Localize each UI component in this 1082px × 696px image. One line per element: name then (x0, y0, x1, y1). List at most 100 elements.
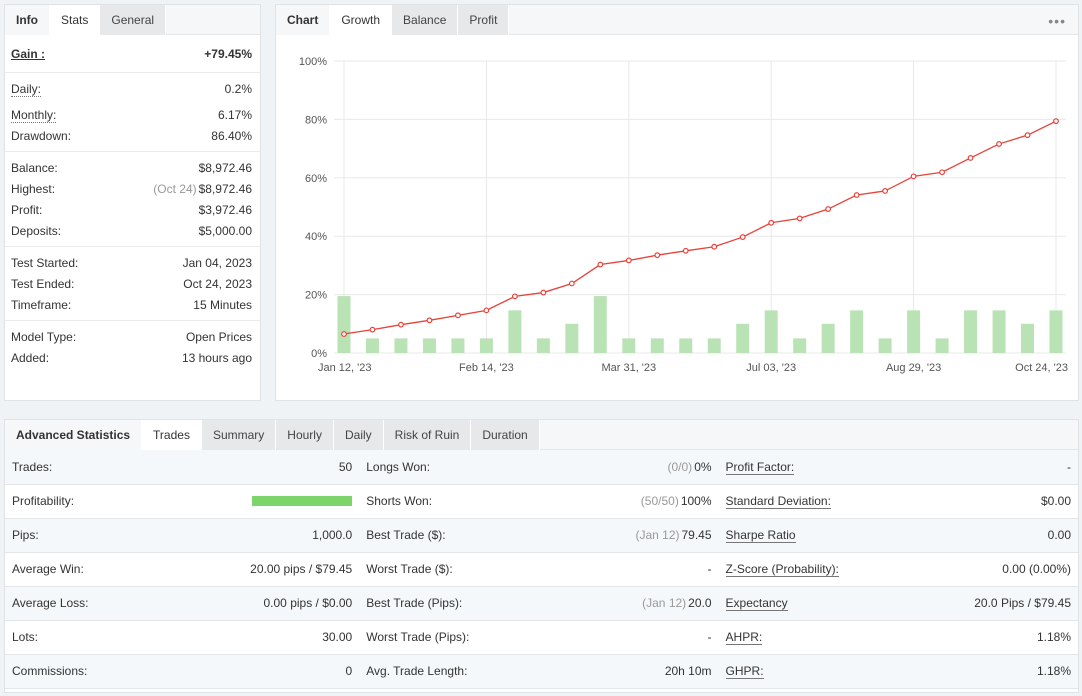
stat-label-cell: Expectancy (718, 586, 919, 621)
tab-balance[interactable]: Balance (392, 5, 459, 35)
bar (736, 323, 750, 353)
more-dots-icon[interactable]: ••• (1048, 13, 1066, 29)
tab-daily[interactable]: Daily (333, 420, 384, 450)
gain-label[interactable]: Gain : (11, 47, 46, 61)
tab-hourly[interactable]: Hourly (276, 420, 334, 450)
highest-date: (Oct 24) (153, 181, 197, 196)
x-tick-label: Aug 29, '23 (886, 362, 941, 374)
growth-point (511, 293, 518, 300)
stat-label-tooltip[interactable]: Standard Deviation: (725, 494, 831, 509)
stat-label: Shorts Won: (366, 494, 433, 508)
growth-point (398, 321, 404, 328)
deposits-row: Deposits: $5,000.00 (5, 220, 260, 241)
stat-label-cell: GHPR: (718, 654, 919, 689)
x-tick-label: Jul 03, '23 (746, 362, 796, 374)
tab-trades[interactable]: Trades (142, 420, 202, 450)
table-row: Lots: 30.00 Worst Trade (Pips): - AHPR: … (5, 620, 1078, 655)
drawdown-row: Drawdown: 86.40% (5, 125, 260, 146)
growth-point (910, 173, 917, 180)
tab-summary[interactable]: Summary (201, 420, 277, 450)
table-row: Profitability: Shorts Won: (50/50) 100% S… (5, 484, 1078, 519)
stat-label-cell: Best Trade (Pips): (359, 586, 619, 621)
stat-value-cell: 1.18% (918, 620, 1078, 655)
growth-point (1024, 132, 1031, 139)
stat-value: 20.0 (688, 596, 712, 610)
growth-point (341, 331, 347, 337)
stat-value: 1.18% (1036, 630, 1071, 644)
growth-point (967, 155, 974, 161)
stat-meta: (0/0) (667, 459, 693, 474)
stat-value: 20.00 pips / $79.45 (250, 562, 353, 576)
stat-label: Worst Trade ($): (366, 562, 453, 576)
stat-meta: (Jan 12) (642, 596, 687, 610)
bar (650, 338, 664, 353)
growth-chart: 0% 20% 40% 60% 80% 100% Jan 12, '23 Feb 14, '23… (276, 35, 1079, 400)
growth-point (568, 280, 575, 287)
tab-advanced-statistics[interactable]: Advanced Statistics (5, 420, 143, 450)
daily-value: 0.2% (224, 81, 252, 96)
stat-value: 0% (694, 459, 712, 474)
tab-growth[interactable]: Growth (330, 5, 393, 35)
stat-label-tooltip[interactable]: Profit Factor: (725, 459, 795, 475)
stat-label: Lots: (12, 630, 39, 644)
growth-line (343, 120, 1057, 335)
test-ended-value: Oct 24, 2023 (183, 276, 252, 291)
growth-point (853, 192, 860, 198)
bar (536, 338, 550, 353)
profit-value: $3,972.46 (198, 202, 252, 217)
stat-value: 100% (680, 494, 712, 508)
divider (5, 151, 260, 152)
stat-label-cell: Avg. Trade Length: (359, 654, 619, 689)
daily-row: Daily: 0.2% (5, 78, 260, 99)
stat-value: 30.00 (322, 630, 353, 644)
y-tick-label: 60% (305, 173, 327, 185)
stat-label-tooltip[interactable]: Sharpe Ratio (725, 528, 796, 543)
profitability-bar (252, 496, 353, 506)
timeframe-label: Timeframe: (11, 297, 72, 312)
bar (422, 338, 436, 353)
x-tick-label: Jan 12, '23 (318, 362, 371, 374)
tab-risk-of-ruin[interactable]: Risk of Ruin (383, 420, 472, 450)
tab-general[interactable]: General (100, 5, 167, 35)
deposits-value: $5,000.00 (198, 223, 252, 238)
stat-label: Profitability: (12, 494, 75, 508)
stat-label-cell: Worst Trade (Pips): (359, 620, 619, 655)
stat-label-tooltip[interactable]: Z-Score (Probability): (725, 562, 839, 577)
stat-label-tooltip[interactable]: Expectancy (725, 596, 788, 611)
table-row: Pips: 1,000.0 Best Trade ($): (Jan 12) 79… (5, 518, 1078, 553)
stat-cell: Lots: 30.00 (5, 620, 360, 655)
tab-chart[interactable]: Chart (276, 5, 331, 35)
stat-value-cell: - (918, 450, 1078, 485)
bar (964, 310, 978, 353)
monthly-value: 6.17% (217, 107, 252, 122)
info-panel: Info Stats General Gain : +79.45% Daily:… (4, 4, 261, 401)
tab-duration[interactable]: Duration (471, 420, 540, 450)
stat-label-tooltip[interactable]: GHPR: (725, 664, 764, 679)
test-started-row: Test Started: Jan 04, 2023 (5, 252, 260, 273)
stat-label-cell: Best Trade ($): (359, 518, 619, 553)
daily-label[interactable]: Daily: (11, 81, 42, 97)
stat-label-tooltip[interactable]: AHPR: (725, 630, 763, 645)
bar (622, 338, 636, 353)
y-tick-label: 20% (305, 290, 327, 302)
bar (508, 310, 522, 353)
tab-info[interactable]: Info (5, 5, 50, 35)
stat-cell: Average Win: 20.00 pips / $79.45 (5, 552, 360, 587)
x-tick-label: Feb 14, '23 (459, 362, 514, 374)
chart-panel: Chart Growth Balance Profit ••• 0% 20% 40%… (275, 4, 1079, 401)
stat-value-cell: (Jan 12) 79.45 (618, 518, 719, 553)
stat-label-cell: Profit Factor: (718, 450, 919, 485)
stat-value: 50 (338, 459, 353, 474)
tab-stats[interactable]: Stats (50, 5, 101, 35)
tab-profit[interactable]: Profit (458, 5, 510, 35)
monthly-label[interactable]: Monthly: (11, 107, 57, 123)
bar (821, 323, 835, 353)
model-type-label: Model Type: (11, 329, 77, 344)
profitability-bar-fill (252, 496, 353, 506)
profit-row: Profit: $3,972.46 (5, 199, 260, 220)
stat-label-cell: Standard Deviation: (718, 484, 919, 519)
test-ended-row: Test Ended: Oct 24, 2023 (5, 273, 260, 294)
highest-row: Highest: (Oct 24) $8,972.46 (5, 178, 260, 199)
growth-point (369, 326, 376, 333)
growth-point (796, 215, 803, 222)
